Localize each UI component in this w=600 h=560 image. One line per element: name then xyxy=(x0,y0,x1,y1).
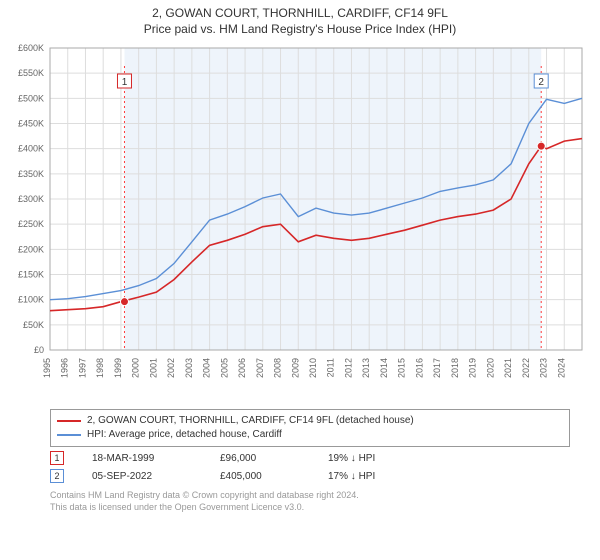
svg-text:£350K: £350K xyxy=(18,169,44,179)
svg-text:2007: 2007 xyxy=(255,358,265,378)
svg-text:1996: 1996 xyxy=(60,358,70,378)
marker-badge: 1 xyxy=(50,451,64,465)
svg-text:£600K: £600K xyxy=(18,43,44,53)
svg-text:2008: 2008 xyxy=(273,358,283,378)
svg-text:2003: 2003 xyxy=(184,358,194,378)
legend-label: HPI: Average price, detached house, Card… xyxy=(87,428,282,442)
svg-text:2005: 2005 xyxy=(219,358,229,378)
svg-text:£550K: £550K xyxy=(18,68,44,78)
price-chart: £0 £50K £100K £150K £200K £250K £300K £350K £400… xyxy=(0,40,600,400)
svg-text:2006: 2006 xyxy=(237,358,247,378)
legend: 2, GOWAN COURT, THORNHILL, CARDIFF, CF14… xyxy=(50,409,570,447)
svg-text:1995: 1995 xyxy=(42,358,52,378)
svg-text:£50K: £50K xyxy=(23,320,44,330)
svg-text:2009: 2009 xyxy=(290,358,300,378)
svg-text:2023: 2023 xyxy=(539,358,549,378)
svg-text:£450K: £450K xyxy=(18,119,44,129)
svg-text:2016: 2016 xyxy=(414,358,424,378)
svg-text:£500K: £500K xyxy=(18,93,44,103)
marker-pct: 19% ↓ HPI xyxy=(328,453,375,464)
svg-text:1998: 1998 xyxy=(95,358,105,378)
marker-date: 18-MAR-1999 xyxy=(92,453,192,464)
marker-badge: 2 xyxy=(50,469,64,483)
svg-text:2000: 2000 xyxy=(131,358,141,378)
svg-text:2024: 2024 xyxy=(556,358,566,378)
footer-line: This data is licensed under the Open Gov… xyxy=(50,501,570,513)
footer-line: Contains HM Land Registry data © Crown c… xyxy=(50,489,570,501)
svg-text:2012: 2012 xyxy=(343,358,353,378)
svg-text:2020: 2020 xyxy=(485,358,495,378)
legend-swatch-hpi xyxy=(57,434,81,436)
legend-item-price-paid: 2, GOWAN COURT, THORNHILL, CARDIFF, CF14… xyxy=(57,414,563,428)
svg-text:2011: 2011 xyxy=(326,358,336,377)
svg-text:£200K: £200K xyxy=(18,244,44,254)
svg-text:2010: 2010 xyxy=(308,358,318,378)
marker-pct: 17% ↓ HPI xyxy=(328,471,375,482)
svg-text:1997: 1997 xyxy=(77,358,87,378)
footer: Contains HM Land Registry data © Crown c… xyxy=(50,489,570,513)
svg-text:2014: 2014 xyxy=(379,358,389,378)
svg-text:2017: 2017 xyxy=(432,358,442,378)
svg-text:£250K: £250K xyxy=(18,219,44,229)
svg-text:£300K: £300K xyxy=(18,194,44,204)
title-address: 2, GOWAN COURT, THORNHILL, CARDIFF, CF14… xyxy=(0,0,600,20)
svg-text:2001: 2001 xyxy=(148,358,158,378)
legend-label: 2, GOWAN COURT, THORNHILL, CARDIFF, CF14… xyxy=(87,414,414,428)
svg-text:2015: 2015 xyxy=(397,358,407,378)
marker-row: 1 18-MAR-1999 £96,000 19% ↓ HPI xyxy=(50,451,570,465)
svg-text:2002: 2002 xyxy=(166,358,176,378)
svg-text:£150K: £150K xyxy=(18,270,44,280)
legend-item-hpi: HPI: Average price, detached house, Card… xyxy=(57,428,563,442)
svg-text:2004: 2004 xyxy=(202,358,212,378)
legend-swatch-price-paid xyxy=(57,420,81,422)
marker-date: 05-SEP-2022 xyxy=(92,471,192,482)
marker-row: 2 05-SEP-2022 £405,000 17% ↓ HPI xyxy=(50,469,570,483)
svg-text:£100K: £100K xyxy=(18,295,44,305)
svg-text:2021: 2021 xyxy=(503,358,513,378)
svg-text:£0: £0 xyxy=(34,345,44,355)
svg-text:1: 1 xyxy=(122,77,128,88)
marker-price: £405,000 xyxy=(220,471,300,482)
svg-text:2: 2 xyxy=(538,77,544,88)
title-subtitle: Price paid vs. HM Land Registry's House … xyxy=(0,20,600,40)
marker-price: £96,000 xyxy=(220,453,300,464)
svg-text:£400K: £400K xyxy=(18,144,44,154)
svg-text:2013: 2013 xyxy=(361,358,371,378)
svg-text:2018: 2018 xyxy=(450,358,460,378)
svg-text:2022: 2022 xyxy=(521,358,531,378)
svg-text:1999: 1999 xyxy=(113,358,123,378)
svg-text:2019: 2019 xyxy=(468,358,478,378)
